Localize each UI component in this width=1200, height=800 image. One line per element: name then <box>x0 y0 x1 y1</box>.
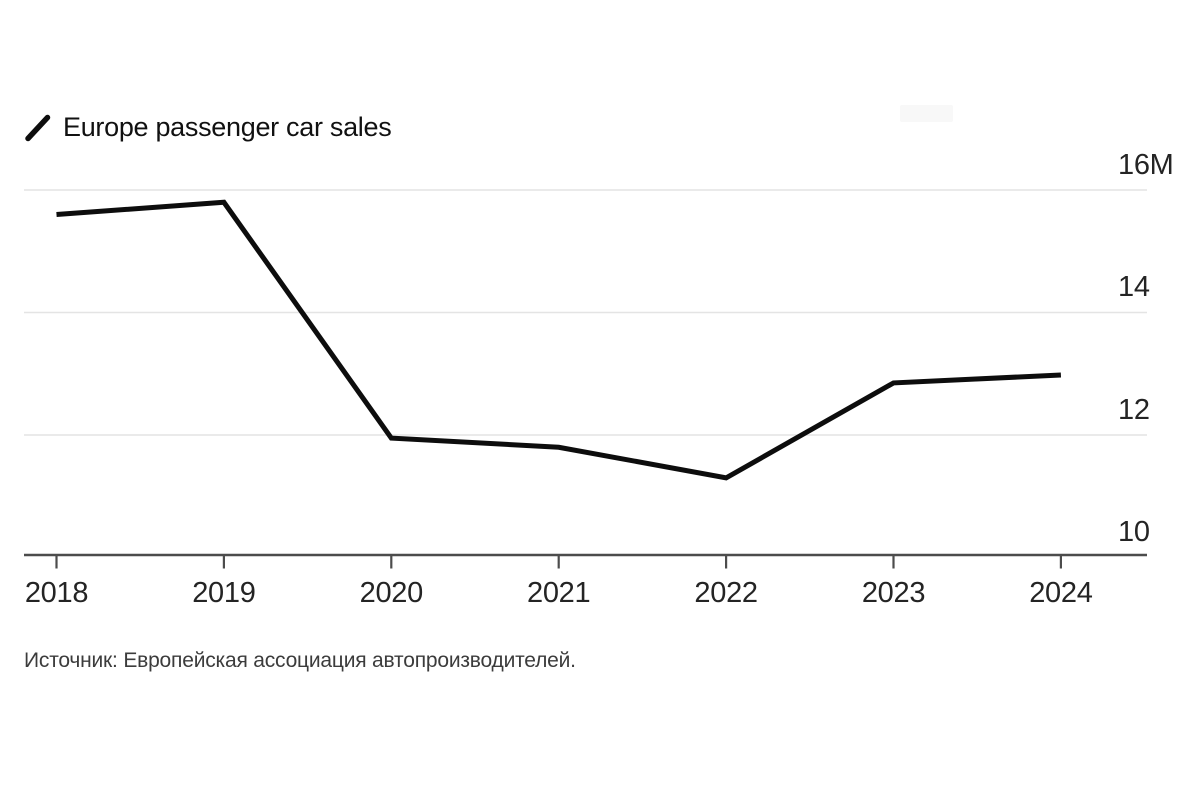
x-tick-label: 2019 <box>192 577 256 609</box>
y-tick-label: 12 <box>1118 393 1150 426</box>
x-tick-label: 2022 <box>694 577 758 609</box>
sales-line-series <box>56 199 1062 481</box>
x-tick-label: 2023 <box>861 577 926 609</box>
x-tick-label: 2020 <box>359 577 424 609</box>
x-tick-label: 2018 <box>24 577 89 609</box>
faded-watermark-artifact <box>900 105 953 122</box>
y-tick-label: 16M <box>1118 148 1174 181</box>
x-axis-ticks <box>55 555 1063 569</box>
x-tick-label: 2021 <box>527 577 591 609</box>
legend: Europe passenger car sales <box>25 112 392 143</box>
legend-label: Europe passenger car sales <box>63 112 392 142</box>
gridlines <box>24 189 1147 436</box>
line-slash-icon <box>25 114 51 141</box>
y-tick-label: 14 <box>1118 271 1150 303</box>
x-tick-label: 2024 <box>1029 577 1093 609</box>
y-tick-label: 10 <box>1118 516 1150 548</box>
source-note: Источник: Европейская ассоциация автопро… <box>24 649 576 672</box>
